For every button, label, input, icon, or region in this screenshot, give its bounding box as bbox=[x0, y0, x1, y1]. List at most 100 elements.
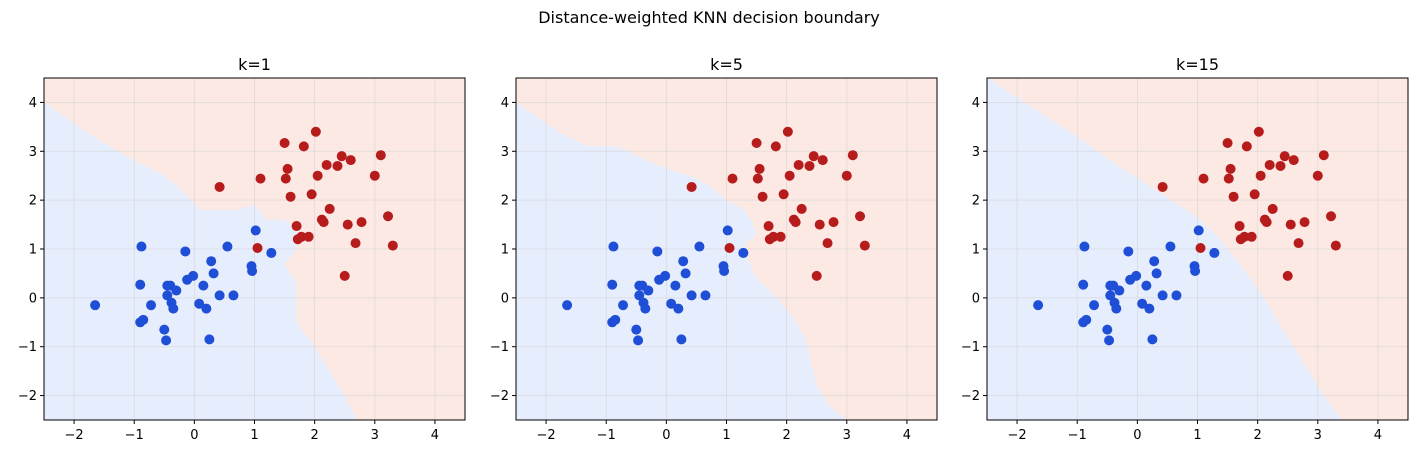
y-tick-label: 4 bbox=[501, 96, 509, 111]
point-class1 bbox=[784, 170, 795, 181]
point-class1 bbox=[847, 150, 858, 161]
point-class1 bbox=[336, 151, 347, 162]
point-class0 bbox=[180, 246, 191, 257]
point-class0 bbox=[214, 290, 225, 301]
point-class1 bbox=[387, 240, 398, 251]
point-class0 bbox=[670, 280, 681, 291]
point-class0 bbox=[678, 256, 689, 267]
point-class1 bbox=[1234, 221, 1245, 232]
point-class1 bbox=[285, 191, 296, 202]
y-tick-label: −2 bbox=[961, 389, 980, 404]
point-class1 bbox=[752, 173, 763, 184]
point-class1 bbox=[828, 217, 839, 228]
point-class0 bbox=[1147, 334, 1158, 345]
y-tick-label: 1 bbox=[972, 243, 980, 258]
point-class1 bbox=[1246, 231, 1257, 242]
point-class1 bbox=[804, 160, 815, 171]
y-tick-label: −2 bbox=[490, 389, 509, 404]
point-class0 bbox=[631, 324, 642, 335]
point-class0 bbox=[1033, 300, 1044, 311]
point-class1 bbox=[339, 270, 350, 281]
point-class1 bbox=[841, 170, 852, 181]
point-class1 bbox=[814, 219, 825, 230]
x-tick-label: 4 bbox=[1374, 428, 1382, 443]
point-class1 bbox=[1225, 163, 1236, 174]
point-class0 bbox=[680, 268, 691, 279]
point-class0 bbox=[1114, 285, 1125, 296]
point-class0 bbox=[608, 241, 619, 252]
point-class0 bbox=[607, 317, 618, 328]
x-tick-label: 3 bbox=[1314, 428, 1322, 443]
point-class0 bbox=[562, 300, 573, 311]
point-class1 bbox=[1288, 155, 1299, 166]
y-tick-label: 2 bbox=[29, 194, 37, 209]
y-tick-label: 3 bbox=[501, 145, 509, 160]
point-class1 bbox=[1330, 240, 1341, 251]
point-class1 bbox=[1267, 203, 1278, 214]
point-class1 bbox=[1275, 160, 1286, 171]
point-class1 bbox=[859, 240, 870, 251]
point-class1 bbox=[1318, 150, 1329, 161]
point-class0 bbox=[1141, 280, 1152, 291]
point-class1 bbox=[375, 150, 386, 161]
y-tick-label: 0 bbox=[972, 291, 980, 306]
point-class1 bbox=[345, 155, 356, 166]
x-tick-label: 3 bbox=[843, 428, 851, 443]
point-class0 bbox=[1123, 246, 1134, 257]
y-tick-label: 3 bbox=[29, 145, 37, 160]
point-class1 bbox=[342, 219, 353, 230]
y-tick-label: 0 bbox=[501, 291, 509, 306]
x-tick-label: 1 bbox=[250, 428, 258, 443]
x-tick-label: −2 bbox=[536, 428, 555, 443]
point-class1 bbox=[1299, 217, 1310, 228]
point-class1 bbox=[763, 221, 774, 232]
point-class1 bbox=[808, 151, 819, 162]
point-class0 bbox=[250, 225, 261, 236]
point-class1 bbox=[291, 221, 302, 232]
point-class1 bbox=[1228, 191, 1239, 202]
point-class1 bbox=[754, 163, 765, 174]
point-class0 bbox=[1102, 324, 1113, 335]
point-class1 bbox=[310, 126, 321, 137]
point-class0 bbox=[1193, 225, 1204, 236]
point-class1 bbox=[1249, 189, 1260, 200]
point-class0 bbox=[222, 241, 233, 252]
panel-title: k=1 bbox=[238, 55, 271, 74]
point-class0 bbox=[1190, 265, 1201, 276]
y-tick-label: 2 bbox=[972, 194, 980, 209]
x-tick-label: 0 bbox=[662, 428, 670, 443]
point-class1 bbox=[1198, 173, 1209, 184]
point-class0 bbox=[618, 300, 629, 311]
point-class0 bbox=[633, 335, 644, 346]
point-class0 bbox=[159, 324, 170, 335]
point-class0 bbox=[1104, 335, 1115, 346]
point-class0 bbox=[206, 256, 217, 267]
point-class0 bbox=[694, 241, 705, 252]
point-class0 bbox=[722, 225, 733, 236]
point-class0 bbox=[686, 290, 697, 301]
point-class0 bbox=[1171, 290, 1182, 301]
point-class0 bbox=[1078, 317, 1089, 328]
point-class0 bbox=[1105, 290, 1116, 301]
point-class0 bbox=[738, 247, 749, 258]
point-class1 bbox=[306, 189, 317, 200]
point-class0 bbox=[1079, 241, 1090, 252]
point-class0 bbox=[652, 246, 663, 257]
point-class1 bbox=[332, 160, 343, 171]
point-class1 bbox=[1282, 270, 1293, 281]
point-class0 bbox=[1149, 256, 1160, 267]
point-class1 bbox=[321, 159, 332, 170]
x-tick-label: 2 bbox=[1254, 428, 1262, 443]
point-class1 bbox=[214, 181, 225, 192]
point-class1 bbox=[782, 126, 793, 137]
point-class0 bbox=[135, 317, 146, 328]
y-tick-label: −1 bbox=[18, 340, 37, 355]
x-tick-label: 2 bbox=[311, 428, 319, 443]
point-class1 bbox=[770, 141, 781, 152]
point-class1 bbox=[282, 163, 293, 174]
panel-3: −2 −1 0 1 2 3 4 −2 −1 0 1 2 3 4 k=15 bbox=[961, 55, 1409, 443]
y-tick-label: 4 bbox=[29, 96, 37, 111]
y-tick-label: −1 bbox=[490, 340, 509, 355]
point-class0 bbox=[247, 265, 258, 276]
